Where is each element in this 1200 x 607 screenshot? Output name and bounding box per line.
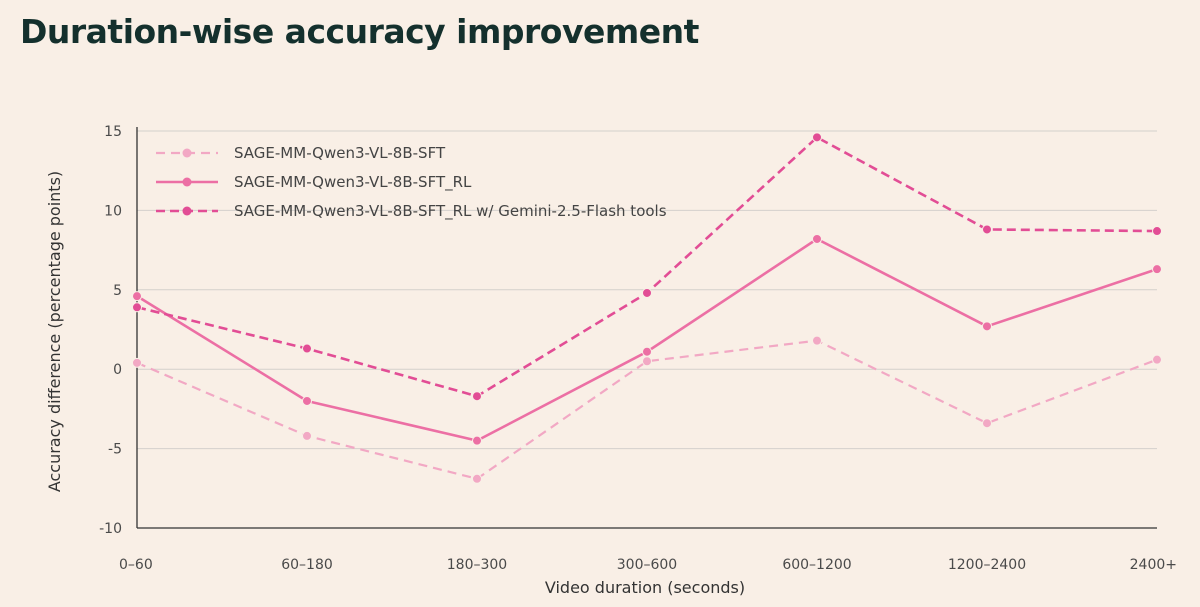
data-point-s2-1	[302, 343, 312, 354]
y-tick-label: 15	[104, 124, 122, 140]
data-point-s1-5	[982, 321, 992, 332]
x-axis-title: Video duration (seconds)	[545, 578, 745, 597]
data-point-s2-2	[472, 391, 482, 402]
x-tick-label: 60–180	[281, 557, 333, 573]
y-tick-label: 5	[113, 283, 122, 299]
y-tick-label: 0	[113, 362, 122, 378]
legend-label-2: SAGE-MM-Qwen3-VL-8B-SFT_RL w/ Gemini-2.5…	[234, 202, 667, 221]
chart-title: Duration-wise accuracy improvement	[20, 12, 699, 51]
data-point-s0-2	[472, 473, 482, 484]
data-point-s1-0	[132, 291, 142, 302]
legend-label-1: SAGE-MM-Qwen3-VL-8B-SFT_RL	[234, 173, 472, 192]
data-point-s2-3	[642, 287, 652, 298]
legend-marker-0	[182, 148, 192, 158]
data-point-s0-4	[812, 335, 822, 346]
data-point-s1-4	[812, 233, 822, 244]
x-tick-label: 1200–2400	[948, 557, 1026, 573]
legend: SAGE-MM-Qwen3-VL-8B-SFT SAGE-MM-Qwen3-VL-…	[156, 144, 667, 221]
legend-marker-2	[182, 206, 192, 216]
data-point-s1-3	[642, 346, 652, 357]
y-axis-title: Accuracy difference (percentage points)	[45, 171, 64, 492]
data-point-s2-0	[132, 302, 142, 313]
axes	[136, 127, 1157, 529]
data-point-s2-6	[1152, 226, 1162, 237]
y-tick-label: -10	[99, 521, 122, 537]
legend-marker-1	[182, 177, 192, 187]
data-point-s1-6	[1152, 264, 1162, 275]
data-point-s0-3	[642, 356, 652, 367]
data-point-s0-6	[1152, 354, 1162, 365]
data-point-s0-5	[982, 418, 992, 429]
data-point-s1-2	[472, 435, 482, 446]
data-point-s1-1	[302, 395, 312, 406]
legend-label-0: SAGE-MM-Qwen3-VL-8B-SFT	[234, 144, 446, 162]
y-tick-label: -5	[108, 442, 122, 458]
x-tick-label: 300–600	[617, 557, 677, 573]
x-tick-labels: 0–60 60–180 180–300 300–600 600–1200 1200–240…	[119, 557, 1177, 573]
series-group	[132, 132, 1162, 484]
x-tick-label: 600–1200	[782, 557, 851, 573]
data-point-s0-1	[302, 430, 312, 441]
x-tick-label: 0–60	[119, 557, 153, 573]
data-point-s0-0	[132, 357, 142, 368]
y-tick-label: 10	[104, 203, 122, 219]
y-tick-labels: 15 10 5 0 -5 -10	[99, 124, 122, 537]
x-tick-label: 2400+	[1130, 557, 1177, 573]
data-point-s2-5	[982, 224, 992, 235]
data-point-s2-4	[812, 132, 822, 143]
x-tick-label: 180–300	[447, 557, 507, 573]
series-line-1	[136, 237, 1158, 442]
